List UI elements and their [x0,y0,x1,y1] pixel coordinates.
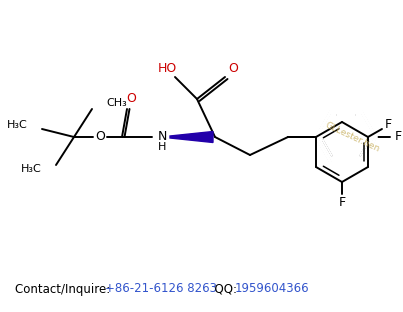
Text: H: H [158,142,166,152]
Text: N: N [157,129,167,143]
Text: GLLester.hen: GLLester.hen [323,120,381,154]
Polygon shape [170,131,213,143]
Text: Contact/Inquire:: Contact/Inquire: [15,282,114,295]
Text: F: F [395,130,401,144]
Text: H₃C: H₃C [7,120,28,130]
Text: O: O [126,92,136,105]
Text: HO: HO [158,62,177,76]
Text: O: O [228,62,238,76]
Text: CH₃: CH₃ [106,98,127,108]
Text: O: O [95,130,105,144]
Text: +86-21-6126 8263: +86-21-6126 8263 [105,282,217,295]
Text: F: F [339,196,345,208]
Text: F: F [384,119,392,131]
Text: QQ:: QQ: [207,282,237,295]
Text: H₃C: H₃C [21,164,42,174]
Text: 1959604366: 1959604366 [235,282,310,295]
